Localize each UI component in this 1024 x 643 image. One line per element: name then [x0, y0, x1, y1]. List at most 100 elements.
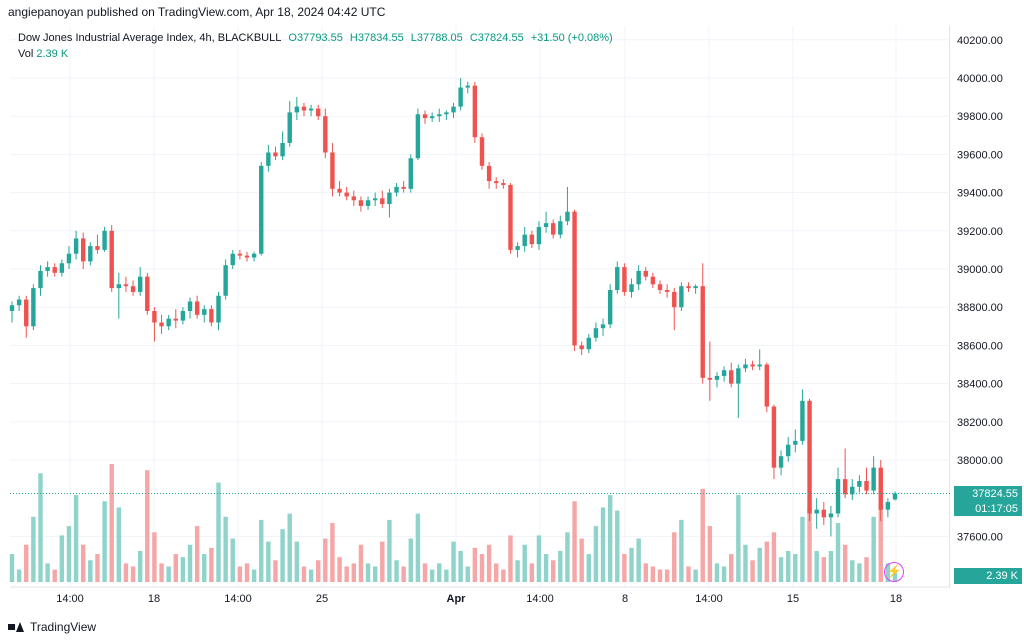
candle-body [721, 370, 727, 376]
candle-body [81, 238, 86, 262]
candle-body [750, 364, 755, 367]
volume-bar [793, 554, 798, 582]
volume-bar [280, 529, 285, 582]
volume-bar [864, 557, 869, 582]
volume-bar [230, 538, 235, 582]
candle-body [558, 221, 563, 235]
volume-bar [16, 569, 22, 582]
volume-bar [422, 563, 428, 582]
volume-bar [52, 569, 57, 582]
candle-body [116, 284, 122, 289]
volume-bar [116, 507, 122, 582]
lightning-icon[interactable]: ⚡ [884, 562, 904, 582]
candle-body [707, 377, 713, 380]
candle-body [814, 509, 819, 514]
candle-body [273, 152, 278, 157]
volume-bar [415, 513, 421, 582]
candle-body [24, 299, 29, 327]
candle-body [757, 364, 762, 367]
candle-body [650, 276, 656, 285]
volume-bar [109, 464, 114, 582]
volume-bar [365, 563, 371, 582]
volume-bar [771, 532, 777, 582]
volume-bar [66, 526, 72, 582]
volume-bar [465, 566, 470, 582]
ohlc-close: C37824.55 [469, 32, 524, 44]
volume-bar [494, 563, 499, 582]
candle-body [251, 253, 257, 258]
volume-bar [479, 554, 485, 582]
candle-body [785, 444, 791, 457]
volume-bar [451, 541, 456, 582]
candle-body [472, 85, 478, 138]
candle-body [31, 288, 36, 327]
candle-body [315, 108, 321, 117]
y-tick-label: 39600.00 [957, 149, 1003, 161]
y-tick-label: 39400.00 [957, 188, 1003, 200]
volume-bar [380, 541, 385, 582]
volume-bar [814, 550, 819, 582]
candle-body [864, 481, 869, 491]
y-tick-label: 39200.00 [957, 226, 1003, 238]
volume-bar [508, 535, 513, 582]
volume-bar [650, 566, 656, 582]
y-tick-label: 39800.00 [957, 111, 1003, 123]
candle-body [202, 309, 207, 315]
volume-bar [458, 550, 463, 582]
volume-bar [757, 547, 762, 582]
volume-label[interactable]: Vol [18, 48, 34, 60]
y-tick-label: 38200.00 [957, 417, 1003, 429]
volume-bar [714, 563, 720, 582]
volume-bar [45, 563, 50, 582]
x-tick-label: 15 [787, 593, 799, 605]
candle-body [95, 246, 100, 250]
candle-body [9, 305, 15, 312]
candle-body [465, 85, 470, 88]
candle-body [736, 368, 741, 384]
y-tick-label: 40200.00 [957, 35, 1003, 47]
volume-bar [821, 557, 826, 582]
candle-body [764, 364, 770, 407]
volume-bar [273, 560, 278, 582]
candle-body [159, 322, 164, 327]
volume-bar [629, 547, 634, 582]
volume-bar [664, 569, 670, 582]
volume-bar [472, 547, 478, 582]
volume-bar [522, 544, 527, 582]
candle-body [515, 246, 520, 250]
candle-body [287, 112, 292, 143]
volume-bar [515, 560, 520, 582]
volume-bar [700, 488, 705, 582]
candle-body [259, 165, 264, 254]
candle-body [486, 165, 492, 182]
volume-bar [857, 563, 862, 582]
candle-body [408, 158, 413, 189]
y-tick-label: 37600.00 [957, 531, 1003, 543]
candle-body [821, 509, 826, 518]
volume-bar [586, 554, 592, 582]
candle-body [771, 406, 777, 468]
volume-bar [259, 519, 264, 582]
volume-bar [351, 563, 357, 582]
candle-body [579, 345, 584, 350]
candle-body [323, 116, 328, 153]
volume-legend: Vol 2.39 K [18, 48, 68, 60]
volume-bar [800, 516, 805, 582]
candle-body [145, 276, 150, 312]
candle-body [372, 198, 378, 201]
plot-area[interactable] [10, 26, 950, 587]
volume-bar [88, 560, 93, 582]
volume-bar [159, 563, 164, 582]
candle-body [494, 181, 499, 184]
candle-body [266, 152, 271, 166]
volume-bar [308, 569, 314, 582]
volume-bar [707, 526, 713, 582]
volume-bar [871, 516, 876, 582]
candle-body [679, 286, 684, 308]
symbol-name[interactable]: Dow Jones Industrial Average Index, 4h, … [18, 32, 282, 44]
volume-bar [607, 495, 613, 582]
candle-body [109, 230, 114, 289]
volume-bar [572, 501, 577, 582]
y-tick-label: 38400.00 [957, 379, 1003, 391]
